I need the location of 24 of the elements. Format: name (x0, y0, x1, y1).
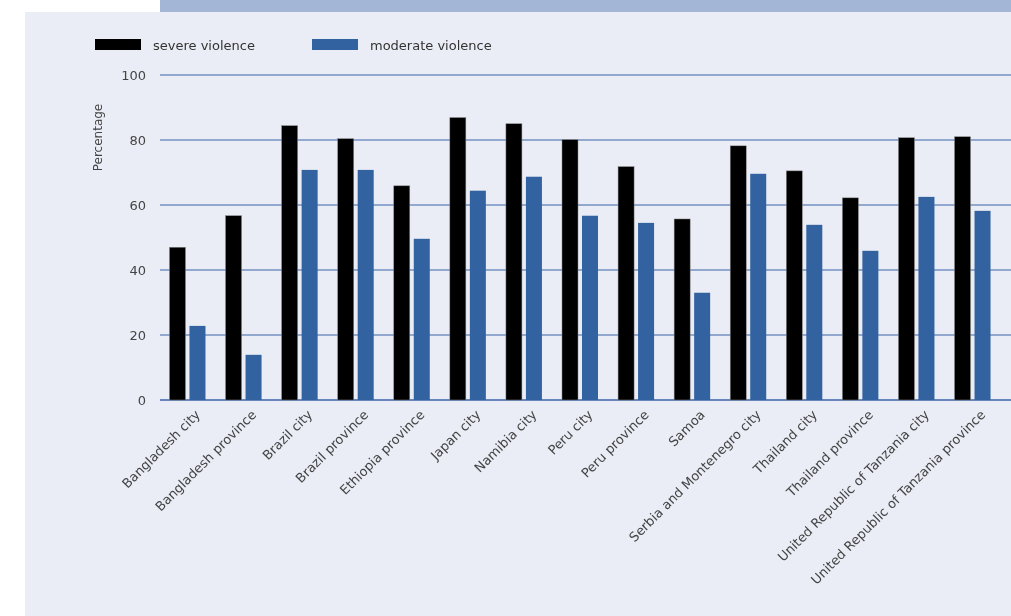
legend-label: severe violence (153, 37, 255, 53)
bar (225, 215, 242, 401)
bar (898, 137, 915, 401)
y-tick-label: 100 (121, 67, 146, 83)
bar (729, 145, 747, 401)
bar (337, 138, 354, 401)
y-tick-label: 0 (137, 392, 146, 408)
y-tick-label: 20 (129, 327, 146, 343)
y-tick-label: 80 (129, 132, 146, 148)
bar (281, 125, 298, 401)
bar (449, 117, 467, 401)
y-tick-label: 60 (129, 197, 146, 213)
bar (393, 185, 411, 401)
y-tick-label: 40 (129, 262, 146, 278)
bar (842, 197, 859, 401)
bar (617, 166, 635, 401)
y-axis-title: Percentage (91, 103, 105, 172)
bar (673, 218, 691, 401)
bar (505, 123, 523, 401)
bar (169, 247, 186, 401)
legend-label: moderate violence (370, 37, 492, 53)
bar (561, 139, 579, 401)
bar (954, 136, 971, 401)
bar (786, 170, 803, 401)
